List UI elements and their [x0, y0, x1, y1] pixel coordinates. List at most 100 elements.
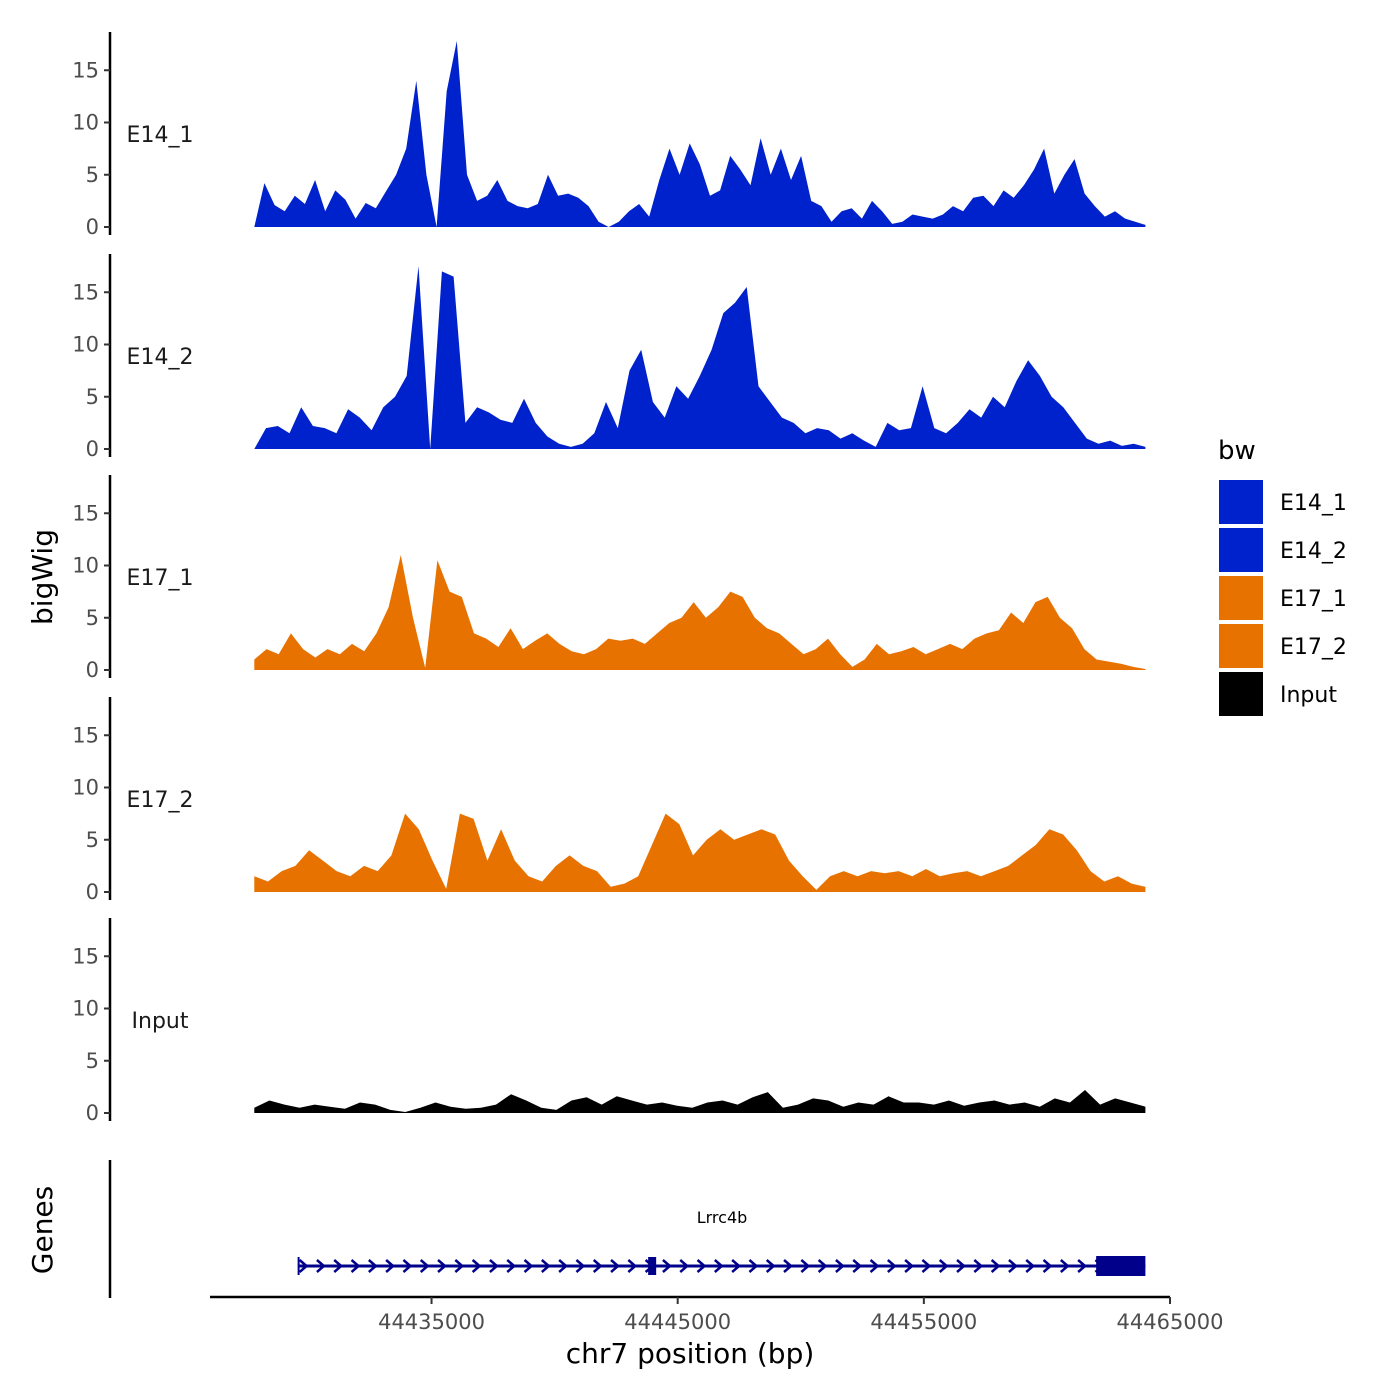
- strand-arrow: [506, 1259, 517, 1273]
- strand-arrow: [316, 1259, 326, 1273]
- x-tick-label: 44445000: [624, 1310, 731, 1334]
- legend-key: [1219, 576, 1263, 620]
- strand-arrow: [592, 1259, 603, 1273]
- legend: E14_1 E14_2 E17_1 E17_2 Input: [1219, 480, 1347, 716]
- y-tick-label: 15: [72, 501, 99, 525]
- strand-arrow: [852, 1259, 863, 1273]
- legend-label: E14_2: [1280, 539, 1347, 564]
- strand-arrow: [489, 1259, 499, 1273]
- strand-arrow: [368, 1259, 378, 1273]
- strand-arrow: [627, 1259, 638, 1273]
- strand-arrow: [298, 1259, 309, 1273]
- x-axis-title: chr7 position (bp): [566, 1337, 815, 1370]
- signal-area: [254, 555, 1146, 670]
- y-tick-label: 5: [86, 828, 99, 852]
- y-tick-label: 5: [86, 385, 99, 409]
- track-e14-1: 0 5 10 15 E14_1: [72, 32, 1146, 239]
- signal-area: [254, 1090, 1146, 1113]
- y-tick-label: 10: [72, 111, 99, 135]
- legend-key: [1219, 528, 1263, 572]
- strand-arrow: [454, 1259, 465, 1273]
- y-tick-label: 10: [72, 776, 99, 800]
- legend-label: E17_2: [1280, 635, 1347, 660]
- y-tick-label: 15: [72, 723, 99, 747]
- track-label: E17_1: [127, 566, 194, 591]
- strand-arrow: [956, 1259, 966, 1273]
- strand-arrow: [610, 1259, 620, 1273]
- legend-key: [1219, 480, 1263, 524]
- strand-arrow: [385, 1259, 396, 1273]
- y-tick-label: 0: [86, 880, 99, 904]
- y-axis-title: bigWig: [26, 529, 59, 625]
- strand-arrow: [1008, 1259, 1018, 1273]
- y-tick-label: 15: [72, 280, 99, 304]
- strand-arrow: [938, 1259, 949, 1273]
- strand-arrow: [1060, 1259, 1070, 1273]
- y-tick-label: 0: [86, 1101, 99, 1125]
- gene-exon: [1096, 1256, 1146, 1276]
- strand-arrow: [904, 1259, 915, 1273]
- y-tick-label: 15: [72, 58, 99, 82]
- strand-arrow: [835, 1259, 845, 1273]
- legend-title: bw: [1218, 436, 1256, 466]
- y-tick-label: 5: [86, 163, 99, 187]
- strand-arrow: [523, 1259, 534, 1273]
- strand-arrow: [990, 1259, 1001, 1273]
- strand-arrow: [662, 1259, 672, 1273]
- track-e14-2: 0 5 10 15 E14_2: [72, 254, 1146, 461]
- strand-arrow: [437, 1259, 447, 1273]
- genes-axis-title: Genes: [26, 1186, 59, 1274]
- x-tick-label: 44435000: [378, 1310, 485, 1334]
- strand-arrow: [402, 1259, 413, 1273]
- x-axis: 44435000 44445000 44455000 44465000: [210, 1295, 1224, 1334]
- x-tick-label: 44465000: [1117, 1310, 1224, 1334]
- track-e17-1: 0 5 10 15 E17_1: [72, 475, 1146, 682]
- strand-arrow: [541, 1259, 551, 1273]
- y-tick-label: 0: [86, 215, 99, 239]
- strand-arrow: [800, 1259, 811, 1273]
- strand-arrow: [558, 1259, 569, 1273]
- strand-arrow: [679, 1259, 690, 1273]
- genes-layer: Lrrc4b: [108, 1160, 1146, 1298]
- strand-arrow: [575, 1259, 586, 1273]
- strand-arrow: [419, 1259, 430, 1273]
- strand-arrow: [887, 1259, 897, 1273]
- x-tick-label: 44455000: [870, 1310, 977, 1334]
- y-tick-label: 5: [86, 606, 99, 630]
- strand-arrow: [869, 1259, 880, 1273]
- strand-arrow: [696, 1259, 707, 1273]
- strand-arrow: [1025, 1259, 1036, 1273]
- legend-label: E14_1: [1280, 491, 1347, 516]
- track-input: 0 5 10 15 Input: [72, 918, 1146, 1125]
- y-tick-label: 10: [72, 333, 99, 357]
- strand-arrow: [1042, 1259, 1053, 1273]
- strand-arrow: [765, 1259, 776, 1273]
- strand-arrow: [973, 1259, 984, 1273]
- strand-arrow: [748, 1259, 759, 1273]
- strand-arrow: [783, 1259, 793, 1273]
- signal-area: [254, 813, 1146, 892]
- gene-exon: [648, 1257, 657, 1275]
- track-label: E17_2: [127, 788, 194, 813]
- strand-arrow: [714, 1259, 724, 1273]
- track-label: Input: [132, 1009, 189, 1034]
- track-e17-2: 0 5 10 15 E17_2: [72, 697, 1146, 904]
- y-tick-label: 10: [72, 997, 99, 1021]
- strand-arrow: [471, 1259, 482, 1273]
- tracks-layer: 0 5 10 15 E14_1 0 5 10 15 E14_2 0 5 10 15 E17_1 0 5 10 15 E…: [72, 32, 1146, 1125]
- signal-area: [254, 266, 1146, 449]
- strand-arrow: [350, 1259, 361, 1273]
- strand-arrow: [921, 1259, 932, 1273]
- legend-label: E17_1: [1280, 587, 1347, 612]
- y-tick-label: 15: [72, 944, 99, 968]
- signal-area: [254, 41, 1146, 227]
- y-tick-label: 0: [86, 658, 99, 682]
- track-label: E14_1: [127, 123, 194, 148]
- strand-arrow: [817, 1259, 828, 1273]
- y-tick-label: 0: [86, 437, 99, 461]
- y-tick-label: 10: [72, 554, 99, 578]
- legend-label: Input: [1280, 683, 1337, 708]
- legend-key: [1219, 672, 1263, 716]
- strand-arrow: [333, 1259, 344, 1273]
